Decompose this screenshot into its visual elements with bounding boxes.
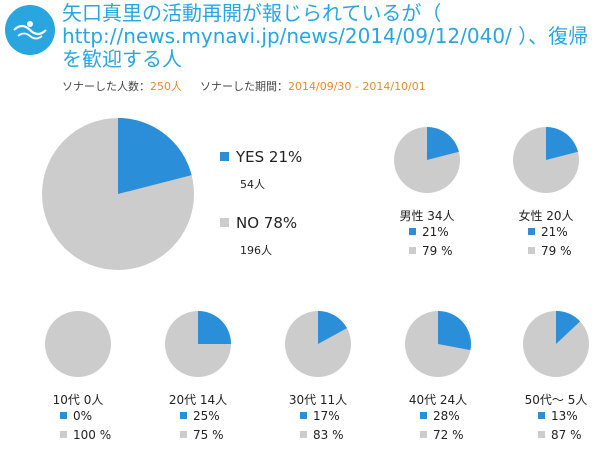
age-50s-yes-slice (556, 311, 581, 344)
age-10s-yes-swatch (60, 412, 67, 419)
female-no-swatch (528, 247, 535, 254)
no-count-label: 196人 (240, 244, 272, 257)
age-30s-no-swatch (300, 431, 307, 438)
age-30s-no-label: 83 % (313, 428, 344, 442)
period-value: 2014/09/30 - 2014/10/01 (288, 80, 426, 93)
age-50s-title: 50代〜 5人 (525, 393, 588, 407)
page-title: 矢口真里の活動再開が報じられているが（ http://news.mynavi.j… (62, 1, 589, 71)
female-yes-slice (546, 127, 578, 160)
male-no-label: 79 % (422, 244, 453, 258)
age-50s-no-swatch (538, 431, 545, 438)
sonar-logo (5, 5, 55, 55)
total-yes-slice (118, 118, 192, 194)
age-20s-no-swatch (180, 431, 187, 438)
age-10s-no-swatch (60, 431, 67, 438)
age-10s-title: 10代 0人 (53, 393, 104, 407)
age-20s-yes-swatch (180, 412, 187, 419)
age-20s-yes-label: 25% (193, 409, 220, 423)
age-20s-yes-slice (198, 311, 231, 344)
male-yes-swatch (409, 228, 416, 235)
age-50s-yes-label: 13% (551, 409, 578, 423)
age-30s-title: 30代 11人 (289, 393, 347, 407)
age-40s-yes-swatch (420, 412, 427, 419)
female-title: 女性 20人 (518, 208, 573, 223)
age-20s-title: 20代 14人 (169, 393, 227, 407)
age-30s-yes-swatch (300, 412, 307, 419)
age-10s-no-label: 100 % (73, 428, 111, 442)
yes-legend-label: YES 21% (235, 148, 302, 166)
male-title: 男性 34人 (399, 209, 454, 223)
age-40s-yes-label: 28% (433, 409, 460, 423)
age-50s-no-label: 87 % (551, 428, 582, 442)
age-40s-no-label: 72 % (433, 428, 464, 442)
age-20s-no-label: 75 % (193, 428, 224, 442)
respondents-value: 250人 (150, 80, 182, 93)
male-no-swatch (409, 247, 416, 254)
male-yes-label: 21% (422, 225, 449, 239)
age-10s-yes-label: 0% (73, 409, 92, 423)
logo-dot (27, 21, 33, 27)
age-10s-no-slice (45, 311, 111, 377)
logo-wave (13, 24, 47, 36)
female-yes-label: 21% (541, 225, 568, 239)
female-no-label: 79 % (541, 244, 572, 258)
survey-meta: ソナーした人数：250人 ソナーした期間：2014/09/30 - 2014/10… (62, 78, 426, 94)
respondents-label: ソナーした人数： (62, 80, 150, 93)
period-label: ソナーした期間： (200, 80, 288, 93)
yes-legend-swatch (220, 152, 229, 161)
age-40s-title: 40代 24人 (409, 393, 467, 407)
no-legend-label: NO 78% (236, 214, 297, 232)
age-30s-yes-label: 17% (313, 409, 340, 423)
age-30s-yes-slice (318, 311, 347, 344)
female-yes-swatch (528, 228, 535, 235)
male-yes-slice (427, 127, 459, 160)
no-legend-swatch (220, 218, 229, 227)
yes-count-label: 54人 (240, 178, 265, 191)
age-40s-yes-slice (438, 311, 472, 351)
age-50s-yes-swatch (538, 412, 545, 419)
logo-wave (17, 32, 43, 40)
age-40s-no-swatch (420, 431, 427, 438)
